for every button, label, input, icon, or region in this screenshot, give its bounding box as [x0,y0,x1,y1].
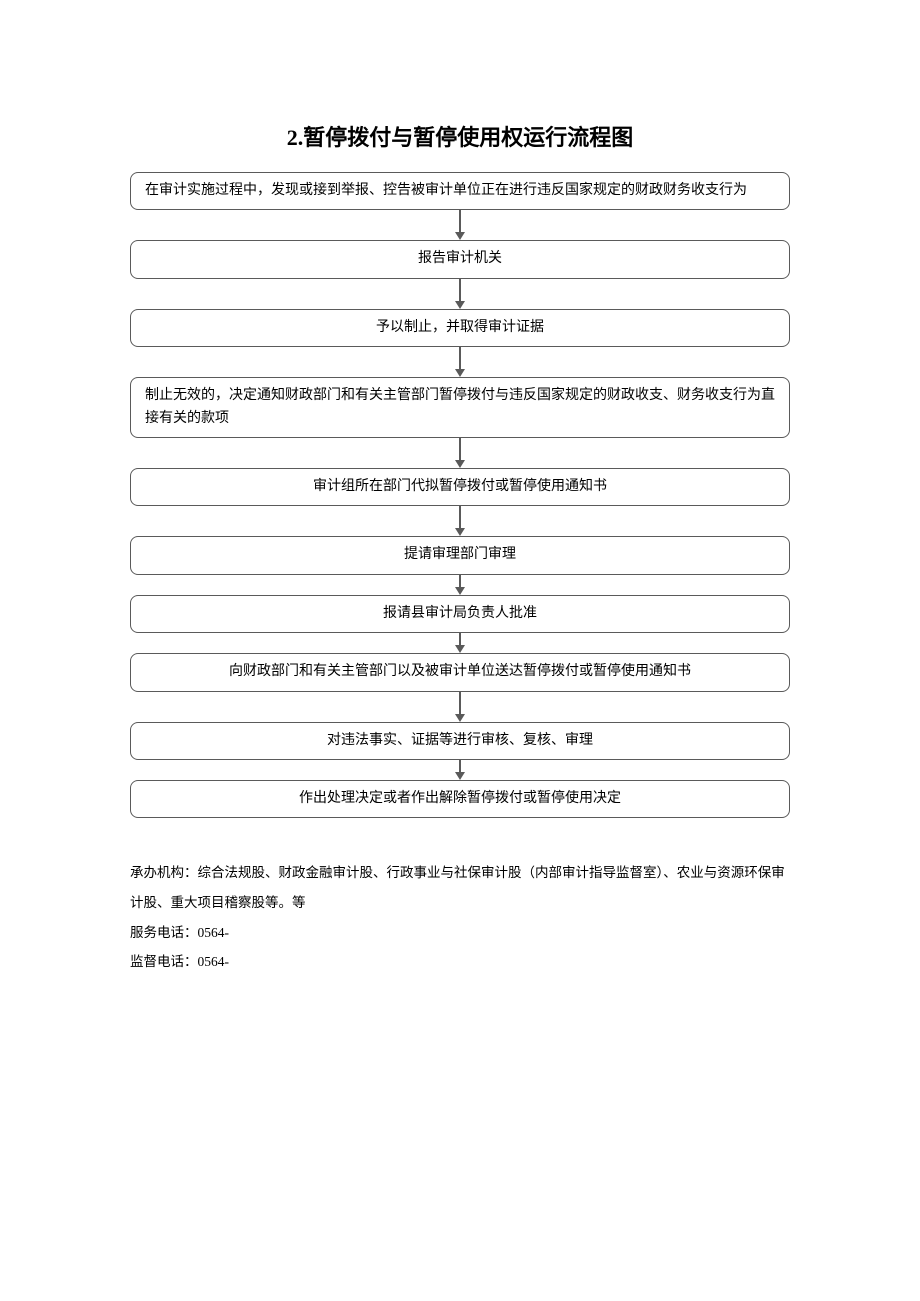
flow-node-1: 报告审计机关 [130,240,790,278]
flow-node-7: 向财政部门和有关主管部门以及被审计单位送达暂停拨付或暂停使用通知书 [130,653,790,691]
flow-node-2: 予以制止，并取得审计证据 [130,309,790,347]
flow-arrow-4 [455,506,465,536]
flow-arrow-3 [455,438,465,468]
flow-node-0: 在审计实施过程中，发现或接到举报、控告被审计单位正在进行违反国家规定的财政财务收… [130,172,790,210]
flow-node-5: 提请审理部门审理 [130,536,790,574]
flow-arrow-5 [455,575,465,595]
footer-section: 承办机构：综合法规股、财政金融审计股、行政事业与社保审计股（内部审计指导监督室）… [130,858,790,977]
flow-arrow-0 [455,210,465,240]
flow-node-9: 作出处理决定或者作出解除暂停拨付或暂停使用决定 [130,780,790,818]
flow-node-8: 对违法事实、证据等进行审核、复核、审理 [130,722,790,760]
flow-arrow-8 [455,760,465,780]
page-title: 2.暂停拨付与暂停使用权运行流程图 [130,120,790,152]
flow-arrow-2 [455,347,465,377]
flow-arrow-1 [455,279,465,309]
footer-line-2: 监督电话：0564- [130,947,790,977]
flow-arrow-6 [455,633,465,653]
flowchart-container: 在审计实施过程中，发现或接到举报、控告被审计单位正在进行违反国家规定的财政财务收… [130,172,790,818]
footer-line-0: 承办机构：综合法规股、财政金融审计股、行政事业与社保审计股（内部审计指导监督室）… [130,858,790,917]
flow-arrow-7 [455,692,465,722]
footer-line-1: 服务电话：0564- [130,918,790,948]
flow-node-4: 审计组所在部门代拟暂停拨付或暂停使用通知书 [130,468,790,506]
flow-node-6: 报请县审计局负责人批准 [130,595,790,633]
flow-node-3: 制止无效的，决定通知财政部门和有关主管部门暂停拨付与违反国家规定的财政收支、财务… [130,377,790,438]
